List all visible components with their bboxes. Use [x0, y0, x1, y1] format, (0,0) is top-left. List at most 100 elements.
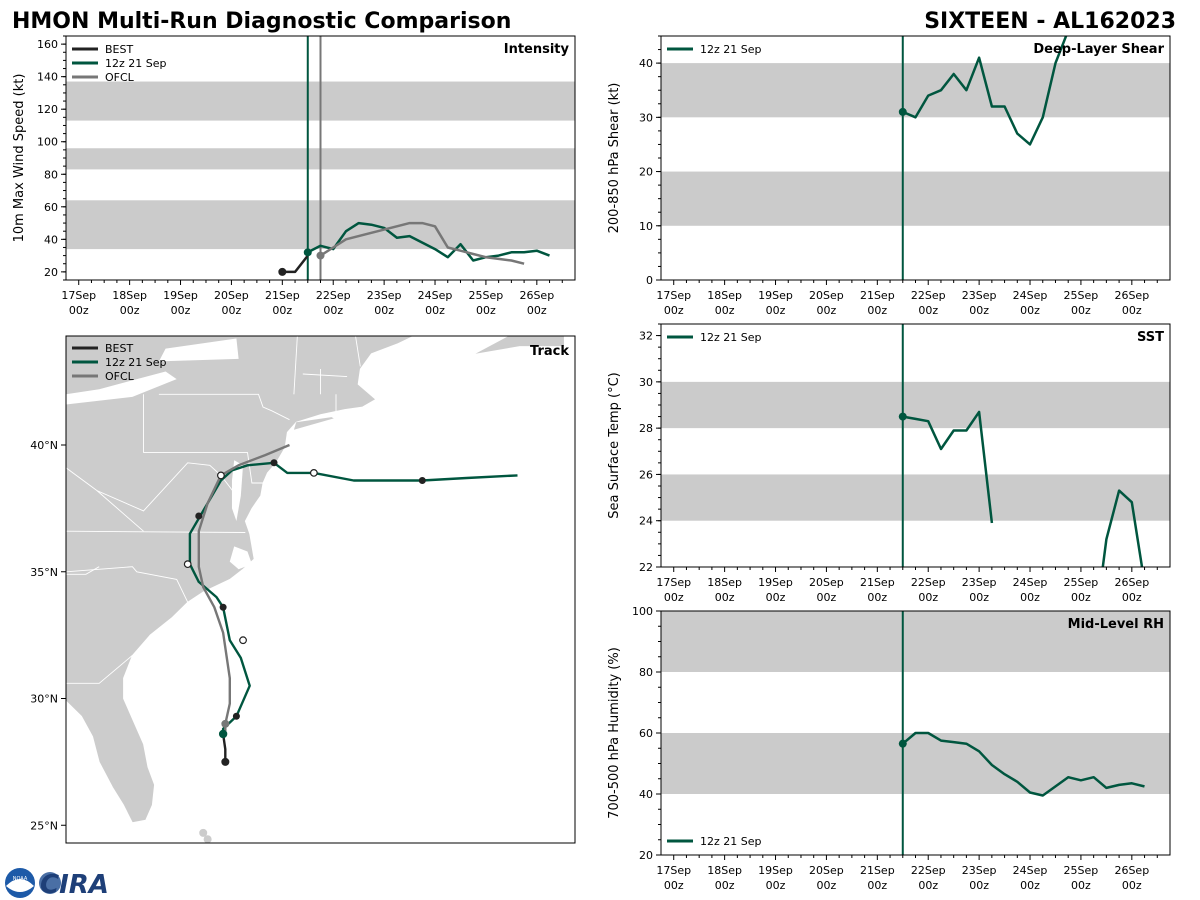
rh-panel: 20 40 60 80 100 17Sep 00z 18Sep 00z 19Sep 00z 20Sep…	[607, 605, 1171, 892]
sst-panel: 22 24 26 28 30 32 17Sep 00z 18Sep 00z 19Sep 00z 20Se…	[607, 323, 1171, 604]
rh-band	[661, 733, 1170, 794]
rh-ytick-label: 100	[632, 605, 653, 618]
figure-title: HMON Multi-Run Diagnostic Comparison	[12, 9, 511, 34]
bahamas-island	[203, 835, 212, 843]
long-island	[293, 417, 334, 430]
shear-ytick-label: 0	[646, 274, 653, 287]
intensity-series-line	[307, 221, 550, 262]
sst-xtick-label-date: 22Sep	[911, 576, 946, 589]
intensity-xtick-label-date: 17Sep	[61, 289, 96, 302]
state-border	[66, 566, 189, 603]
track-daily-point	[418, 476, 426, 484]
intensity-ytick-label: 100	[37, 136, 58, 149]
rh-series-start-point	[898, 739, 907, 748]
sst-xtick-label-hour: 00z	[1122, 591, 1142, 604]
state-border	[143, 452, 263, 484]
shear-xtick-label-hour: 00z	[817, 304, 837, 317]
rh-xtick-label-hour: 00z	[1020, 879, 1040, 892]
lake-erie	[66, 371, 177, 405]
sst-xtick-label-date: 18Sep	[707, 576, 742, 589]
sst-xtick-label-date: 19Sep	[758, 576, 793, 589]
shear-ylabel: 200-850 hPa Shear (kt)	[607, 83, 622, 234]
shear-xtick-label-hour: 00z	[1071, 304, 1091, 317]
shear-xtick-label-date: 20Sep	[809, 289, 844, 302]
pamlico-sound	[229, 546, 252, 570]
best-track-point	[221, 757, 230, 766]
intensity-xtick-label-hour: 00z	[476, 304, 496, 317]
shear-xtick-label-date: 18Sep	[707, 289, 742, 302]
track-daily-point	[219, 603, 227, 611]
intensity-xtick-label-date: 24Sep	[418, 289, 453, 302]
shear-band	[661, 63, 1170, 118]
track-line-best	[221, 733, 227, 762]
rh-xtick-label-hour: 00z	[1122, 879, 1142, 892]
track-halfday-point	[309, 468, 318, 477]
rh-ytick-label: 80	[639, 666, 653, 679]
intensity-ylabel: 10m Max Wind Speed (kt)	[12, 74, 27, 243]
shear-xtick-label-hour: 00z	[1122, 304, 1142, 317]
rh-ytick-label: 40	[639, 788, 653, 801]
intensity-series-start-point	[316, 251, 325, 260]
rh-xtick-label-hour: 00z	[867, 879, 887, 892]
rh-legend-label: 12z 21 Sep	[700, 835, 762, 848]
intensity-legend-label: 12z 21 Sep	[105, 57, 167, 70]
rh-xtick-label-hour: 00z	[969, 879, 989, 892]
intensity-xtick-label-date: 23Sep	[367, 289, 402, 302]
state-border	[66, 530, 246, 533]
sst-xtick-label-hour: 00z	[664, 591, 684, 604]
rh-xtick-label-hour: 00z	[766, 879, 786, 892]
track-axes-frame	[65, 335, 576, 844]
intensity-legend-label: OFCL	[105, 71, 135, 84]
shear-xtick-label-hour: 00z	[1020, 304, 1040, 317]
shear-xtick-label-date: 24Sep	[1013, 289, 1048, 302]
rh-band	[661, 611, 1170, 672]
state-border	[158, 393, 290, 421]
intensity-ytick-label: 20	[44, 266, 58, 279]
intensity-xtick-label-hour: 00z	[323, 304, 343, 317]
rh-xtick-label-date: 18Sep	[707, 864, 742, 877]
rh-xtick-label-hour: 00z	[715, 879, 735, 892]
noaa-wave-icon	[6, 879, 34, 892]
intensity-xtick-label-hour: 00z	[374, 304, 394, 317]
intensity-ytick-label: 120	[37, 103, 58, 116]
intensity-series-line	[282, 254, 309, 274]
intensity-ytick-label: 40	[44, 233, 58, 246]
rh-xtick-label-date: 23Sep	[962, 864, 997, 877]
track-line-ofcl	[197, 443, 290, 734]
intensity-series-line	[319, 221, 525, 265]
intensity-xtick-label-hour: 00z	[425, 304, 445, 317]
shear-ytick-label: 20	[639, 166, 653, 179]
sst-xtick-label-hour: 00z	[766, 591, 786, 604]
intensity-xtick-label-hour: 00z	[272, 304, 292, 317]
bahamas-island	[199, 828, 208, 837]
intensity-panel: 20 40 60 80 100 120 140 160 17Sep 00z 18Sep 00z 19Se…	[12, 35, 576, 317]
track-lat-label: 30°N	[30, 693, 58, 706]
shear-panel: 0 10 20 30 40 17Sep 00z 18Sep 00z 19Sep 00z 20Sep 00…	[607, 35, 1171, 317]
intensity-xtick-label-date: 25Sep	[469, 289, 504, 302]
sst-xtick-label-hour: 00z	[867, 591, 887, 604]
sst-series-line	[1101, 489, 1144, 567]
track-map-layer	[66, 336, 575, 843]
intensity-xtick-label-hour: 00z	[527, 304, 547, 317]
intensity-series-group	[278, 221, 550, 276]
track-lat-label: 35°N	[30, 566, 58, 579]
storm-id-title: SIXTEEN - AL162023	[924, 9, 1176, 34]
noaa-label: NOAA	[13, 876, 28, 882]
sst-xtick-label-date: 23Sep	[962, 576, 997, 589]
sst-series-start-point	[898, 412, 907, 421]
sst-ytick-label: 32	[639, 330, 653, 343]
intensity-xtick-label-hour: 00z	[222, 304, 242, 317]
sst-xtick-label-hour: 00z	[969, 591, 989, 604]
shear-band	[661, 171, 1170, 226]
rh-series-line	[901, 731, 1145, 797]
intensity-xtick-label-hour: 00z	[171, 304, 191, 317]
sst-xtick-label-hour: 00z	[918, 591, 938, 604]
intensity-xtick-label-hour: 00z	[69, 304, 89, 317]
rh-series-group	[898, 731, 1145, 797]
shear-xtick-label-date: 23Sep	[962, 289, 997, 302]
sst-xtick-label-hour: 00z	[817, 591, 837, 604]
rh-xtick-label-date: 17Sep	[656, 864, 691, 877]
intensity-xtick-label-date: 18Sep	[112, 289, 147, 302]
rh-xtick-label-date: 20Sep	[809, 864, 844, 877]
rh-xtick-label-hour: 00z	[664, 879, 684, 892]
